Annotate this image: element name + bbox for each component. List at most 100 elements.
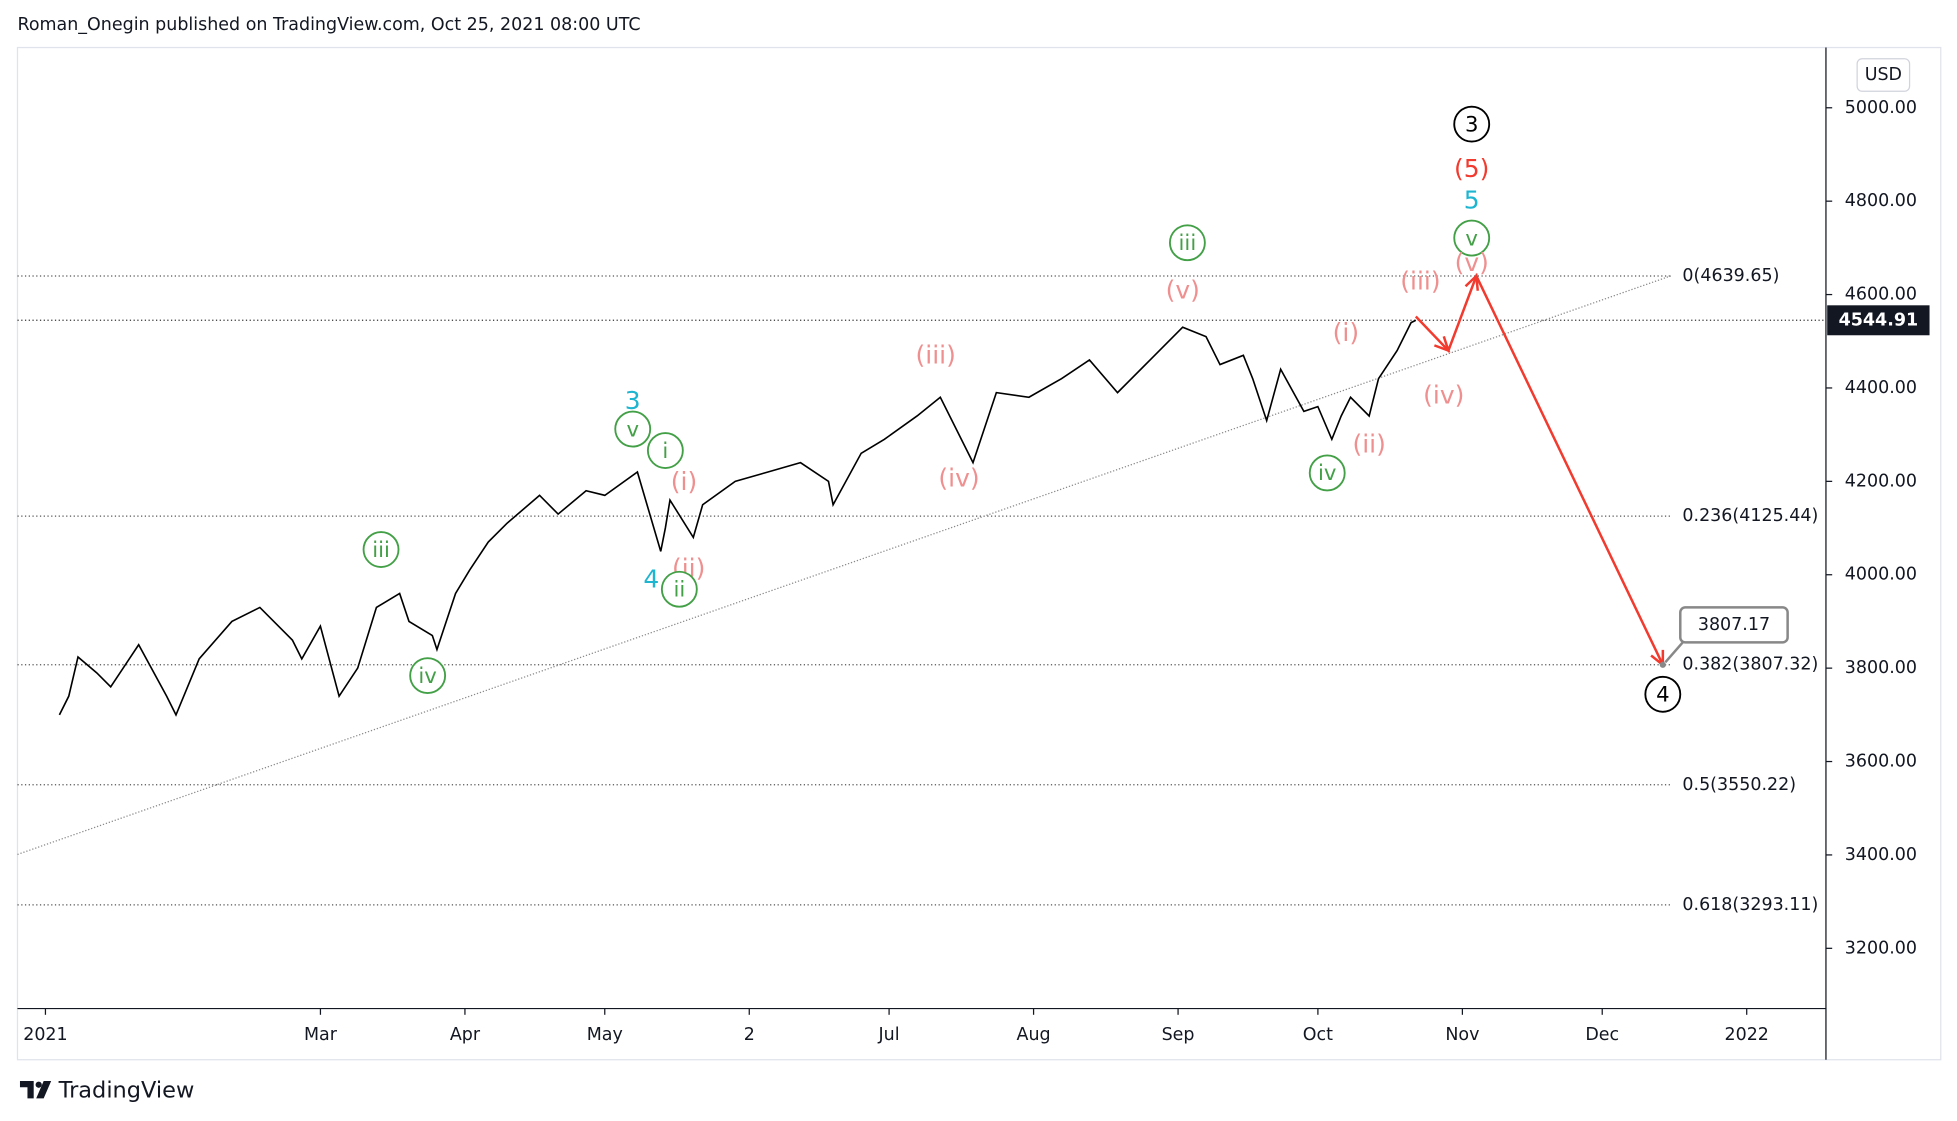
wave-label: (v): [1455, 248, 1489, 277]
wave-label: ii: [660, 570, 698, 608]
target-box: [1679, 606, 1789, 644]
wave-circle: [1644, 675, 1682, 713]
x-tick-label: 2022: [1724, 1025, 1768, 1045]
wave-label: (v): [1166, 276, 1200, 305]
wave-label: (i): [1333, 318, 1359, 347]
wave-text: (i): [671, 467, 697, 496]
last-price-label: 4544.91: [1839, 310, 1919, 330]
wave-text: 4: [1656, 683, 1670, 708]
wave-label: v: [614, 410, 652, 448]
x-tick-label: 2021: [23, 1025, 67, 1045]
y-tick-label: 4400.00: [1845, 378, 1917, 398]
y-tick-label: 3600.00: [1845, 752, 1917, 772]
y-tick-label: 3400.00: [1845, 845, 1917, 865]
projection-arrow: [1414, 272, 1664, 666]
wave-text: iv: [1318, 461, 1336, 486]
wave-label: 3: [1453, 105, 1491, 143]
wave-text: i: [662, 439, 668, 464]
x-tick-label: Apr: [450, 1025, 481, 1045]
last-price-box: [1827, 305, 1930, 336]
wave-circle: [362, 531, 400, 568]
wave-label: iv: [1308, 454, 1346, 492]
wave-label: iii: [362, 531, 400, 568]
wave-label: 5: [1464, 185, 1480, 214]
target-label: 3807.17: [1698, 615, 1770, 635]
wave-label: iii: [1168, 224, 1206, 262]
wave-text: (v): [1166, 276, 1200, 305]
y-tick-label: 4000.00: [1845, 565, 1917, 585]
wave-label: (i): [671, 467, 697, 496]
y-tick-label: 3200.00: [1845, 938, 1917, 958]
wave-label: 3: [625, 386, 641, 415]
wave-label: (iv): [938, 463, 979, 492]
y-tick-label: 4200.00: [1845, 471, 1917, 491]
wave-text: 3: [1465, 112, 1478, 137]
wave-circle: [409, 657, 447, 695]
wave-text: ii: [673, 577, 685, 602]
wave-text: v: [626, 417, 639, 442]
x-tick-label: Dec: [1585, 1025, 1619, 1045]
x-tick-label: Sep: [1162, 1025, 1195, 1045]
y-tick-label: 5000.00: [1845, 98, 1917, 118]
wave-text: 4: [643, 565, 659, 594]
wave-text: (iv): [938, 463, 979, 492]
wave-circle: [614, 410, 652, 448]
x-tick-label: Jul: [878, 1025, 900, 1045]
trendline: [17, 274, 1673, 856]
x-tick-label: Nov: [1445, 1025, 1479, 1045]
wave-text: iv: [418, 664, 436, 689]
wave-circle: [1453, 105, 1491, 143]
wave-text: (iii): [916, 341, 956, 370]
wave-circle: [1168, 224, 1206, 262]
wave-text: v: [1465, 226, 1478, 251]
arrow-head: [1464, 273, 1479, 291]
fib-label: 0.5(3550.22): [1682, 775, 1796, 795]
x-tick-label: Mar: [304, 1025, 338, 1045]
x-tick-label: May: [587, 1025, 623, 1045]
fib-label: 0.618(3293.11): [1682, 895, 1818, 915]
y-tick-label: 3800.00: [1845, 658, 1917, 678]
price-line: [58, 319, 1417, 717]
logo: [19, 1080, 52, 1099]
arrow-head: [1433, 335, 1451, 353]
wave-text: iii: [1179, 231, 1197, 256]
y-tick-label: 4800.00: [1845, 191, 1917, 211]
x-tick-label: Oct: [1303, 1025, 1333, 1045]
wave-circle: [1308, 454, 1346, 492]
wave-label: (iii): [1400, 267, 1440, 296]
currency: USD: [1865, 65, 1902, 85]
wave-text: (iv): [1423, 381, 1464, 410]
wave-text: (i): [1333, 318, 1359, 347]
wave-text: (v): [1455, 248, 1489, 277]
fib-label: 0(4639.65): [1682, 266, 1779, 286]
wave-text: 5: [1464, 185, 1480, 214]
wave-label: 4: [1644, 675, 1682, 713]
target-callout: [1664, 641, 1684, 664]
x-tick-label: 2: [744, 1025, 755, 1045]
target-point: [1659, 661, 1666, 668]
fib-label: 0.236(4125.44): [1682, 506, 1818, 526]
wave-label: (iv): [1423, 381, 1464, 410]
wave-label: v: [1453, 219, 1491, 257]
wave-text: iii: [372, 538, 390, 563]
currency-box: [1856, 58, 1911, 92]
fib-label: 0.382(3807.32): [1682, 655, 1818, 675]
wave-label: (iii): [916, 341, 956, 370]
x-tick-label: Aug: [1017, 1025, 1051, 1045]
wave-text: (5): [1454, 154, 1489, 183]
wave-text: 3: [625, 386, 641, 415]
wave-label: 4: [643, 565, 659, 594]
wave-label: iv: [409, 657, 447, 695]
wave-text: (ii): [1352, 430, 1385, 459]
wave-label: (5): [1454, 154, 1489, 183]
wave-circle: [660, 570, 698, 608]
footer-brand: TradingView: [58, 1077, 195, 1103]
wave-label: i: [646, 432, 684, 469]
y-tick-label: 4600.00: [1845, 285, 1917, 305]
frame: [16, 46, 1942, 1061]
wave-text: (iii): [1400, 267, 1440, 296]
header: Roman_Onegin published on TradingView.co…: [17, 15, 640, 35]
